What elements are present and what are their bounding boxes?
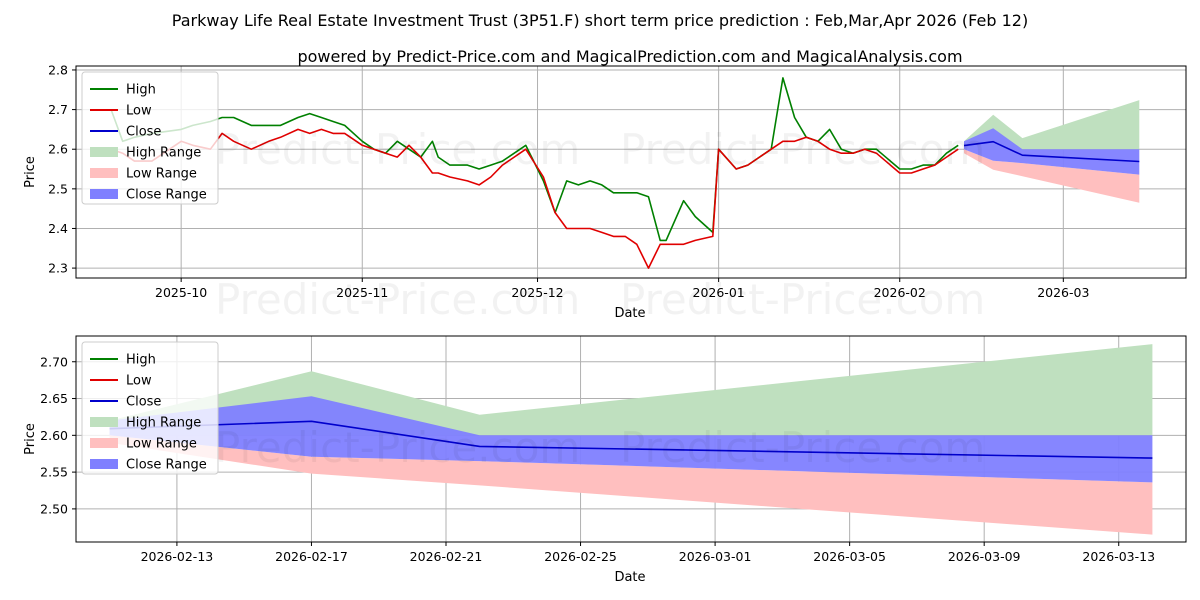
- x-tick-label: 2026-02-17: [275, 549, 348, 564]
- plot-area: [110, 77, 1140, 269]
- legend-label: Close Range: [126, 188, 207, 203]
- watermark: Predict-Price.com: [215, 275, 580, 324]
- y-tick-label: 2.3: [48, 261, 68, 276]
- legend-label: Low Range: [126, 167, 197, 182]
- watermark: Predict-Price.com: [620, 275, 985, 324]
- x-tick-label: 2026-03: [1037, 285, 1089, 300]
- x-tick-label: 2026-02-13: [141, 549, 214, 564]
- legend-label: Close: [126, 395, 161, 410]
- low-line: [110, 128, 959, 269]
- x-tick-label: 2026-03-05: [813, 549, 886, 564]
- watermark: Predict-Price.com: [620, 125, 985, 174]
- x-tick-label: 2026-02-25: [544, 549, 617, 564]
- bottom-chart-panel: Predict-Price.com Predict-Price.com 2026-0…: [23, 335, 1187, 585]
- y-tick-label: 2.6: [48, 142, 68, 157]
- legend-label: Low: [126, 374, 152, 389]
- x-tick-label: 2025-12: [511, 285, 563, 300]
- legend: High Low Close High Range Low Range Close Ran…: [81, 71, 219, 205]
- close-line: [963, 140, 1140, 163]
- legend-swatch: [90, 438, 118, 448]
- close-range-band: [109, 396, 1153, 483]
- legend-label: Low Range: [126, 437, 197, 452]
- legend-label: High Range: [126, 146, 201, 161]
- legend-label: Close Range: [126, 458, 207, 473]
- watermark: Predict-Price.com: [620, 423, 985, 472]
- axes-frame: [75, 335, 1187, 543]
- x-tick-label: 2026-03-09: [948, 549, 1021, 564]
- y-tick-label: 2.55: [40, 465, 68, 480]
- legend-swatch: [90, 459, 118, 469]
- legend-swatch: [90, 168, 118, 178]
- x-tick-label: 2026-02: [874, 285, 926, 300]
- y-tick-label: 2.50: [40, 501, 68, 516]
- y-tick-label: 2.70: [40, 354, 68, 369]
- watermark: Predict-Price.com: [215, 125, 580, 174]
- axes-frame: [75, 65, 1187, 279]
- y-tick-label: 2.8: [48, 62, 68, 77]
- y-tick-label: 2.4: [48, 221, 68, 236]
- legend-label: High: [126, 353, 156, 368]
- y-tick-label: 2.65: [40, 391, 68, 406]
- chart-subtitle: powered by Predict-Price.com and Magical…: [297, 47, 962, 66]
- high-range-band: [964, 100, 1140, 150]
- x-axis-label: Date: [614, 570, 645, 585]
- x-tick-label: 2026-03-13: [1082, 549, 1155, 564]
- y-tick-label: 2.7: [48, 102, 68, 117]
- low-range-band: [964, 149, 1140, 203]
- watermark: Predict-Price.com: [215, 423, 580, 472]
- top-chart-panel: Predict-Price.com Predict-Price.com Predic…: [23, 62, 1187, 324]
- legend-swatch: [90, 417, 118, 427]
- x-tick-label: 2025-11: [336, 285, 388, 300]
- low-range-band: [109, 435, 1153, 535]
- x-axis-label: Date: [614, 306, 645, 321]
- x-tick-label: 2026-01: [693, 285, 745, 300]
- y-axis-label: Price: [23, 423, 38, 455]
- y-tick-label: 2.5: [48, 181, 68, 196]
- legend: High Low Close High Range Low Range Close Ran…: [81, 341, 219, 475]
- legend-swatch: [90, 147, 118, 157]
- close-range-band: [964, 128, 1140, 175]
- plot-area: [109, 344, 1153, 535]
- x-tick-label: 2026-03-01: [679, 549, 752, 564]
- x-tick-label: 2026-02-21: [410, 549, 483, 564]
- y-tick-label: 2.60: [40, 428, 68, 443]
- legend-swatch: [90, 189, 118, 199]
- x-tick-label: 2025-10: [155, 285, 207, 300]
- legend-label: Low: [126, 104, 152, 119]
- legend-label: High: [126, 83, 156, 98]
- legend-label: Close: [126, 125, 161, 140]
- chart-title: Parkway Life Real Estate Investment Trus…: [172, 11, 1028, 30]
- legend-label: High Range: [126, 416, 201, 431]
- y-axis-label: Price: [23, 156, 38, 188]
